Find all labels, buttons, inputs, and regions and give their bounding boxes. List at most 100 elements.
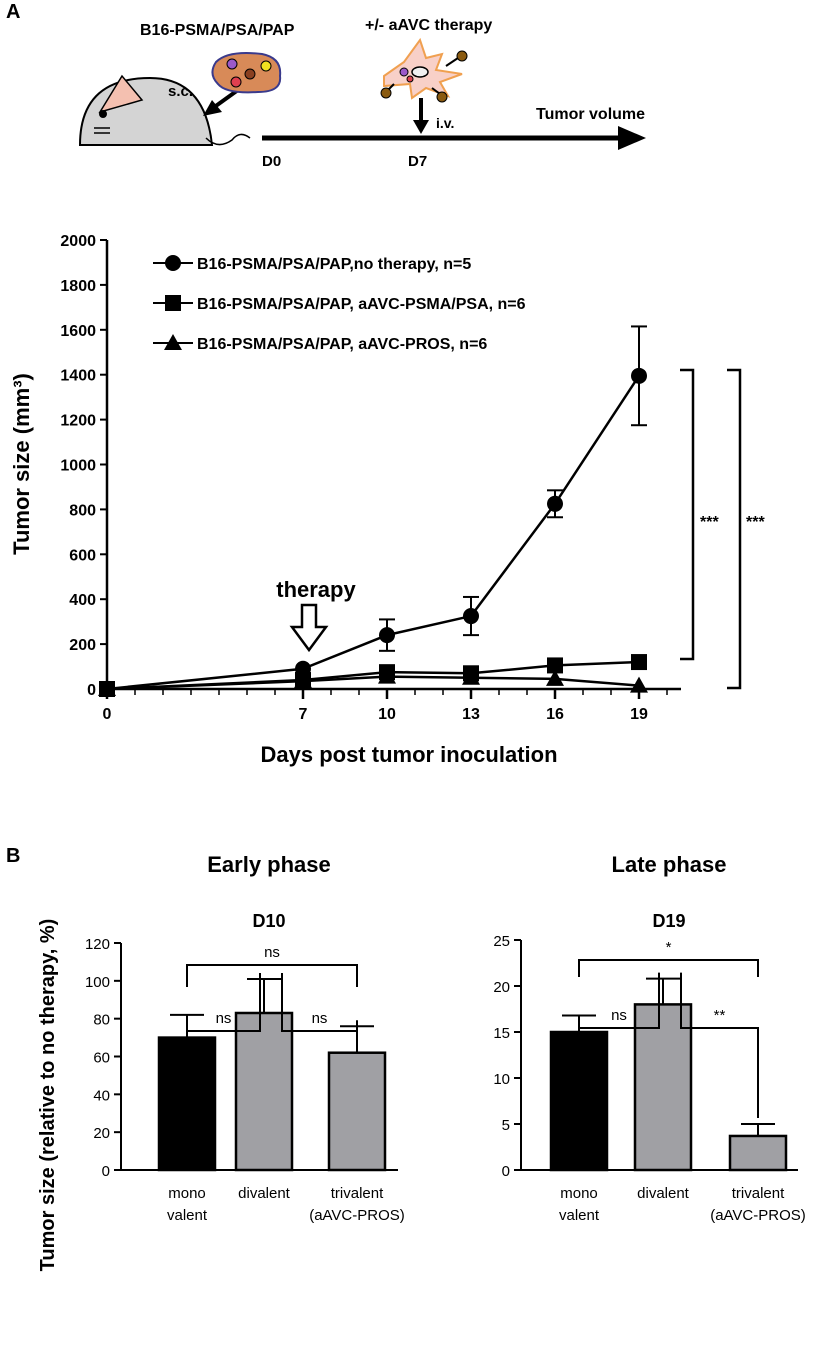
sc-label: s.c. <box>168 83 193 100</box>
injection-arrow <box>203 88 240 116</box>
y-tick-label: 60 <box>93 1050 110 1067</box>
bar-chart-ylabel: Tumor size (relative to no therapy, %) <box>37 919 59 1272</box>
x-tick-label: mono <box>168 1185 206 1202</box>
x-tick-label: divalent <box>238 1185 291 1202</box>
bar-chart-d19: 0 5 10 15 20 25 mono valent divalent trivalent (aA… <box>493 933 805 1224</box>
early-phase-title: Early phase <box>207 852 331 877</box>
legend-label: B16-PSMA/PSA/PAP, aAVC-PSMA/PSA, n=6 <box>197 296 526 313</box>
x-tick-label: trivalent <box>331 1185 384 1202</box>
x-tick-label: divalent <box>637 1185 690 1202</box>
series-square: B16-PSMA/PSA/PAP, aAVC-PSMA/PSA, n=6 <box>99 295 647 697</box>
significance-bracket-2 <box>727 368 742 690</box>
panel-a-label: A <box>6 1 20 23</box>
comparison-label: ns <box>264 944 280 961</box>
bar <box>633 1003 693 1172</box>
comparison-label: ** <box>714 1007 726 1024</box>
data-point <box>98 680 116 696</box>
y-tick-label: 15 <box>493 1025 510 1042</box>
x-tick-label: 10 <box>378 706 396 723</box>
legend-label: B16-PSMA/PSA/PAP, aAVC-PROS, n=6 <box>197 336 487 353</box>
legend-label: B16-PSMA/PSA/PAP,no therapy, n=5 <box>197 256 471 273</box>
y-tick-label: 5 <box>502 1117 510 1134</box>
x-tick-label: 0 <box>103 706 112 723</box>
day7-label: D7 <box>408 153 427 170</box>
y-tick-label: 1000 <box>60 458 96 475</box>
bar <box>549 1030 609 1172</box>
comparison-label: ns <box>312 1010 328 1027</box>
y-tick-label: 100 <box>85 974 110 991</box>
comparison-label: ns <box>611 1007 627 1024</box>
late-phase-title: Late phase <box>612 852 727 877</box>
y-tick-label: 1800 <box>60 278 96 295</box>
data-point <box>631 367 647 384</box>
significance-label-2: *** <box>746 514 765 531</box>
legend-marker <box>165 255 181 271</box>
y-tick-label: 10 <box>493 1071 510 1088</box>
y-tick-label: 1600 <box>60 323 96 340</box>
data-point <box>547 657 563 674</box>
panel-b-label: B <box>6 845 20 867</box>
data-point <box>463 608 479 625</box>
y-tick-label: 20 <box>93 1125 110 1142</box>
bar-chart-d10: 0 20 40 60 80 100 120 mono valent divalent trivale… <box>85 936 405 1224</box>
series-line <box>106 675 640 691</box>
dendritic-cell-icon <box>380 37 468 103</box>
bar-chart-d10-title: D10 <box>252 911 285 931</box>
y-tick-label: 0 <box>87 682 96 699</box>
series-triangle: B16-PSMA/PSA/PAP, aAVC-PROS, n=6 <box>98 334 648 696</box>
x-tick-label: trivalent <box>732 1185 785 1202</box>
timeline-arrow <box>262 126 646 150</box>
comparison-label: * <box>666 939 672 956</box>
data-point <box>631 654 647 671</box>
data-point <box>630 676 648 693</box>
therapy-label: +/- aAVC therapy <box>365 17 492 34</box>
x-tick-label: 19 <box>630 706 648 723</box>
x-tick-label: valent <box>167 1207 208 1224</box>
comparison-bracket <box>186 964 358 987</box>
x-tick-label: valent <box>559 1207 600 1224</box>
y-tick-label: 25 <box>493 933 510 950</box>
y-tick-label: 0 <box>502 1163 510 1180</box>
x-tick-label: 7 <box>299 706 308 723</box>
comparison-bracket <box>680 972 759 1118</box>
comparison-bracket <box>578 959 759 977</box>
therapy-arrow-icon <box>289 603 329 653</box>
y-tick-label: 600 <box>69 547 96 564</box>
line-chart-xlabel: Days post tumor inoculation <box>260 742 557 767</box>
readout-label: Tumor volume <box>536 106 645 123</box>
x-tick-label: mono <box>560 1185 598 1202</box>
bar <box>157 1036 217 1172</box>
comparison-bracket <box>281 972 358 1032</box>
x-tick-label: 13 <box>462 706 480 723</box>
bar <box>234 1011 294 1172</box>
x-tick-label: 16 <box>546 706 564 723</box>
cell-line-label: B16-PSMA/PSA/PAP <box>140 22 295 39</box>
x-tick-label: (aAVC-PROS) <box>309 1207 405 1224</box>
data-point <box>378 667 396 684</box>
bar-chart-d19-title: D19 <box>652 911 685 931</box>
comparison-bracket <box>578 972 660 1050</box>
y-tick-label: 20 <box>493 979 510 996</box>
y-tick-label: 800 <box>69 502 96 519</box>
legend-marker <box>165 295 181 311</box>
data-point <box>547 495 563 512</box>
comparison-label: ns <box>216 1010 232 1027</box>
y-tick-label: 0 <box>102 1163 110 1180</box>
legend-marker <box>164 334 182 350</box>
line-chart-ylabel: Tumor size (mm³) <box>9 373 34 555</box>
mouse-icon <box>78 74 251 146</box>
comparison-bracket <box>186 972 261 1055</box>
series-line <box>106 375 641 691</box>
bar <box>327 1051 387 1172</box>
y-tick-label: 1200 <box>60 413 96 430</box>
iv-arrow <box>413 98 429 134</box>
y-tick-label: 200 <box>69 637 96 654</box>
y-tick-label: 120 <box>85 936 110 953</box>
y-tick-label: 400 <box>69 592 96 609</box>
y-tick-label: 80 <box>93 1012 110 1029</box>
x-tick-label: (aAVC-PROS) <box>710 1207 806 1224</box>
y-tick-label: 2000 <box>60 233 96 250</box>
series-circle: B16-PSMA/PSA/PAP,no therapy, n=5 <box>99 255 647 697</box>
data-point <box>294 672 312 689</box>
